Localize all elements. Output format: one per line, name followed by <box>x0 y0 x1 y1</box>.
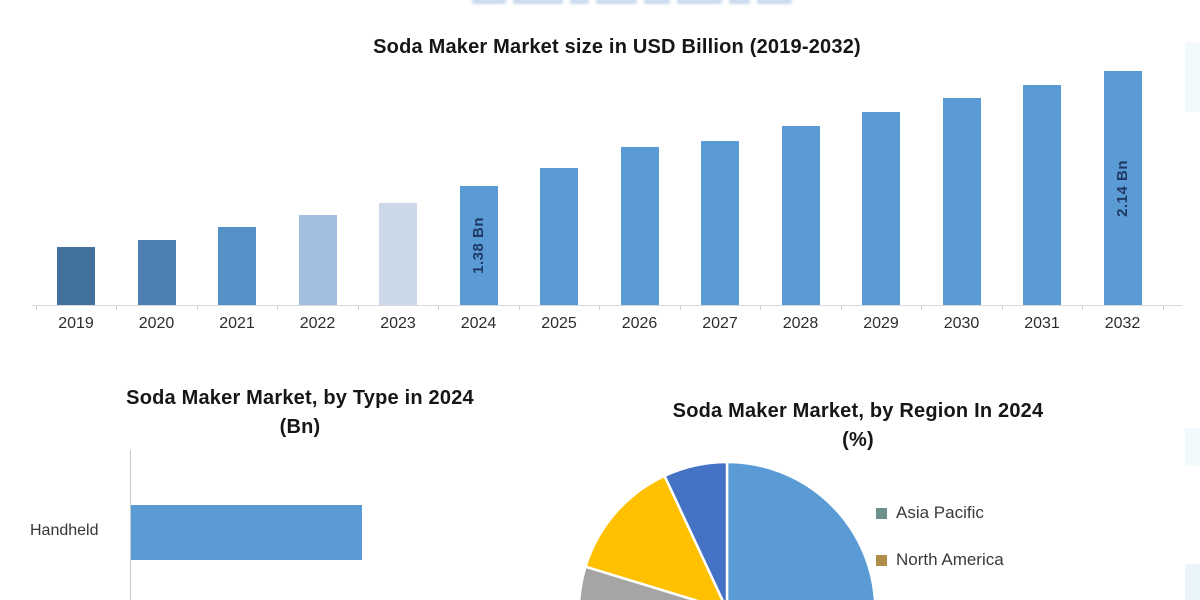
x-axis-label-2022: 2022 <box>299 315 336 332</box>
x-axis-line <box>32 305 1182 306</box>
bar-2030 <box>942 98 981 305</box>
bar-2029 <box>862 112 900 305</box>
bar-2024: 1.38 Bn <box>459 186 498 305</box>
pie-slice-unlabeled-gray <box>578 565 699 600</box>
cropped-top-text-remnant <box>472 0 793 7</box>
legend-label: North America <box>896 550 1004 569</box>
cropped-text-fragment <box>472 0 506 4</box>
x-axis-tick <box>277 306 278 310</box>
x-axis-tick <box>599 306 600 310</box>
bar-2028 <box>781 126 820 305</box>
x-axis-tick <box>760 306 761 310</box>
x-axis-label-2032: 2032 <box>1104 315 1141 332</box>
x-axis-tick <box>196 306 198 310</box>
x-axis-tick <box>1001 306 1003 310</box>
bar-2026 <box>620 147 659 305</box>
x-axis-label-2021: 2021 <box>219 315 255 332</box>
y-axis-line <box>130 450 131 600</box>
bar-2021 <box>218 227 256 305</box>
cropped-text-fragment <box>595 0 637 4</box>
x-axis-tick <box>679 306 681 310</box>
x-axis-label-2019: 2019 <box>58 315 94 332</box>
x-axis-tick <box>1082 306 1083 310</box>
x-axis-label-2030: 2030 <box>943 315 980 332</box>
by-type-title-line1: Soda Maker Market, by Type in 2024 <box>126 387 474 409</box>
legend-label: Asia Pacific <box>896 503 984 522</box>
cropped-text-fragment <box>643 0 671 4</box>
by-type-chart-title: Soda Maker Market, by Type in 2024 (Bn) <box>60 384 540 442</box>
x-axis-label-2025: 2025 <box>541 315 577 332</box>
x-axis-label-2020: 2020 <box>138 315 175 332</box>
category-label-handheld: Handheld <box>30 522 99 539</box>
by-region-title-line1: Soda Maker Market, by Region In 2024 <box>672 400 1044 422</box>
legend-marker-icon <box>876 507 887 519</box>
cropped-text-fragment <box>677 0 722 4</box>
bar-value-label-2032: 2.14 Bn <box>1114 159 1131 217</box>
x-axis-tick <box>518 306 520 310</box>
x-axis-label-2028: 2028 <box>782 315 819 332</box>
x-axis-tick <box>35 306 37 310</box>
region-pie-chart <box>578 460 877 600</box>
legend-item-asia-pacific: Asia Pacific <box>876 503 984 523</box>
x-axis-label-2023: 2023 <box>380 315 416 332</box>
x-axis-label-2029: 2029 <box>863 315 899 332</box>
x-axis-tick <box>357 306 359 310</box>
cropped-edge-element <box>1185 42 1200 112</box>
x-axis-tick <box>116 306 117 310</box>
cropped-text-fragment <box>570 0 589 4</box>
bar-2020 <box>137 240 176 305</box>
x-axis-tick <box>438 306 439 310</box>
legend-marker-icon <box>876 554 887 566</box>
x-axis-label-2027: 2027 <box>702 315 738 332</box>
legend-item-north-america: North America <box>876 550 1004 570</box>
x-axis-tick <box>840 306 842 310</box>
bar-2032: 2.14 Bn <box>1103 71 1142 305</box>
bar-2027 <box>701 141 739 305</box>
by-type-title-line2: (Bn) <box>279 416 321 438</box>
bar-2023 <box>379 203 417 305</box>
x-axis-label-2024: 2024 <box>460 315 497 332</box>
x-axis-label-2031: 2031 <box>1024 315 1060 332</box>
x-axis-label-2026: 2026 <box>621 315 658 332</box>
by-region-title-line2: (%) <box>842 429 874 451</box>
cropped-text-fragment <box>728 0 750 4</box>
market-size-chart-title: Soda Maker Market size in USD Billion (2… <box>373 36 861 58</box>
by-region-chart-title: Soda Maker Market, by Region In 2024 (%) <box>618 397 1098 455</box>
bar-2031 <box>1023 85 1061 305</box>
cropped-edge-element <box>1185 428 1200 466</box>
cropped-text-fragment <box>756 0 793 4</box>
cropped-edge-element <box>1185 564 1200 600</box>
pie-slice-unlabeled-gold <box>584 474 724 600</box>
handheld-bar <box>131 505 362 560</box>
bar-value-label-2024: 1.38 Bn <box>470 217 487 274</box>
cropped-text-fragment <box>512 0 564 4</box>
x-axis-tick <box>1162 306 1164 310</box>
x-axis-tick <box>921 306 922 310</box>
bar-2025 <box>540 168 578 305</box>
pie-slice-asia-pacific-light-blue <box>725 460 877 600</box>
bar-2022 <box>298 215 337 305</box>
bar-2019 <box>57 247 95 305</box>
